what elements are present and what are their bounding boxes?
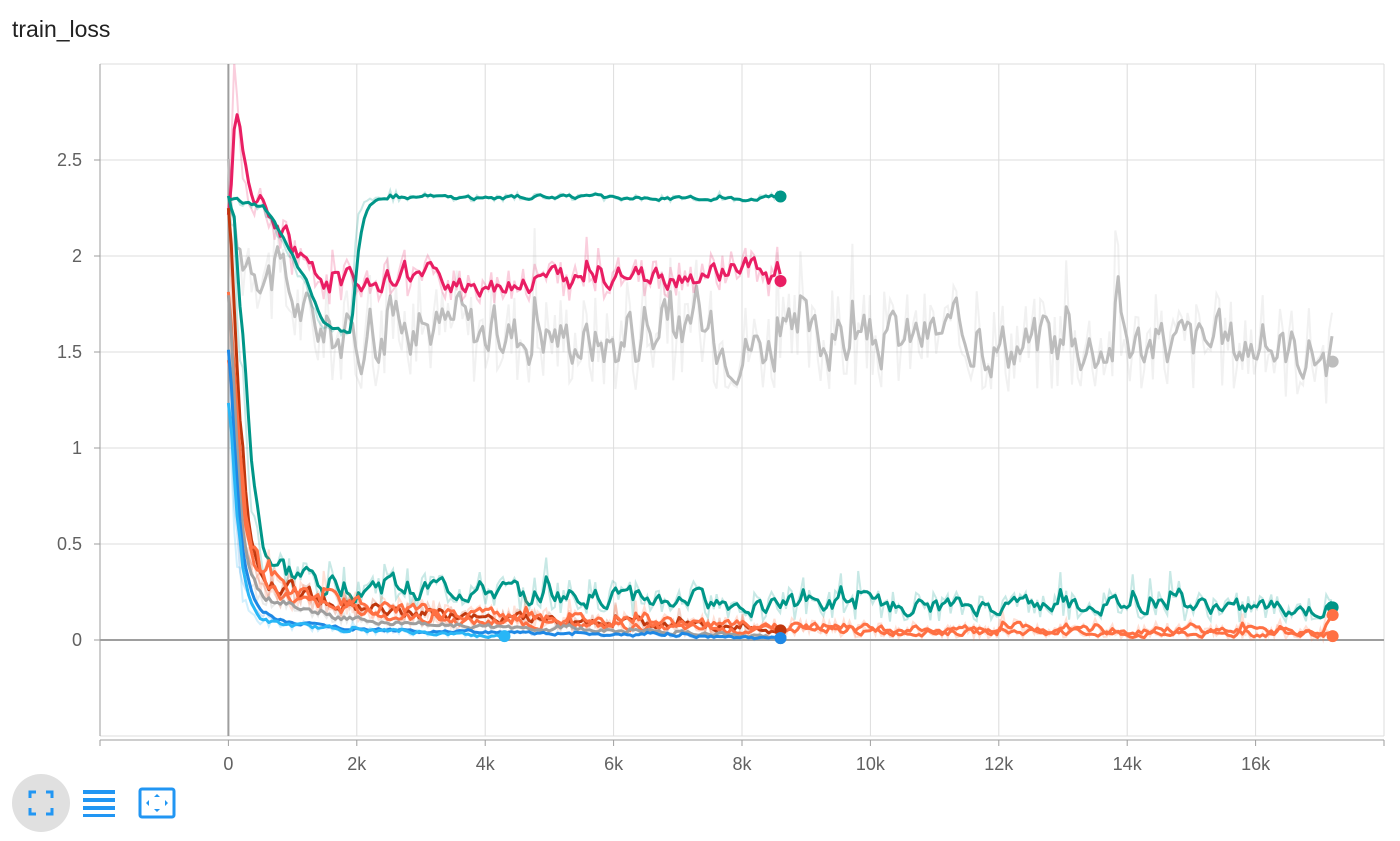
series-end-point[interactable] bbox=[774, 274, 787, 287]
data-table-icon bbox=[83, 790, 115, 817]
x-tick-label: 4k bbox=[476, 754, 496, 770]
fullscreen-button[interactable] bbox=[12, 774, 70, 832]
x-tick-label: 2k bbox=[347, 754, 367, 770]
x-tick-label: 12k bbox=[984, 754, 1014, 770]
y-tick-label: 2.5 bbox=[57, 150, 82, 170]
plot-area bbox=[226, 62, 1334, 644]
series-end-point[interactable] bbox=[1326, 355, 1339, 368]
chart-title: train_loss bbox=[12, 16, 111, 42]
series-smoothed-line bbox=[228, 192, 781, 334]
series-smoothed-line bbox=[226, 113, 782, 298]
y-tick-label: 1 bbox=[72, 438, 82, 458]
series-end-point[interactable] bbox=[498, 630, 511, 643]
series-raw-line bbox=[227, 360, 1333, 644]
y-tick-label: 2 bbox=[72, 246, 82, 266]
series-7[interactable] bbox=[226, 295, 782, 642]
data-table-button[interactable] bbox=[70, 774, 128, 832]
series-end-point[interactable] bbox=[774, 190, 787, 203]
series-raw-line bbox=[227, 158, 1333, 404]
series-end-point[interactable] bbox=[774, 632, 787, 645]
series-6[interactable] bbox=[226, 359, 1333, 644]
series-smoothed-line bbox=[226, 158, 1334, 386]
series-smoothed-line bbox=[226, 295, 781, 641]
fit-domain-button[interactable] bbox=[128, 774, 186, 832]
x-tick-label: 6k bbox=[604, 754, 624, 770]
series-smoothed-line bbox=[226, 195, 1333, 620]
series-end-point[interactable] bbox=[1326, 609, 1339, 622]
x-tick-label: 8k bbox=[732, 754, 752, 770]
series-9[interactable] bbox=[226, 402, 504, 641]
fit-domain-icon bbox=[138, 787, 176, 819]
x-tick-label: 10k bbox=[856, 754, 886, 770]
series-0[interactable] bbox=[226, 158, 1334, 404]
series-smoothed-line bbox=[226, 359, 1333, 640]
y-tick-label: 0.5 bbox=[57, 534, 82, 554]
x-tick-label: 14k bbox=[1113, 754, 1143, 770]
series-2[interactable] bbox=[228, 186, 782, 338]
x-tick-label: 0 bbox=[223, 754, 233, 770]
train-loss-chart[interactable]: 0 2k 4k 6k 8k 10k 12k 14k 16k 0 0.5 1 1.5 2 2.5 bbox=[0, 0, 1400, 770]
y-tick-label: 0 bbox=[72, 630, 82, 650]
series-3[interactable] bbox=[226, 195, 1333, 625]
series-1[interactable] bbox=[226, 62, 782, 306]
series-raw-line bbox=[227, 195, 1333, 625]
series-end-point[interactable] bbox=[1326, 630, 1339, 643]
series-smoothed-line bbox=[226, 402, 504, 639]
chart-toolbar bbox=[12, 774, 186, 832]
x-tick-label: 16k bbox=[1241, 754, 1271, 770]
y-tick-label: 1.5 bbox=[57, 342, 82, 362]
fullscreen-icon bbox=[28, 790, 54, 816]
